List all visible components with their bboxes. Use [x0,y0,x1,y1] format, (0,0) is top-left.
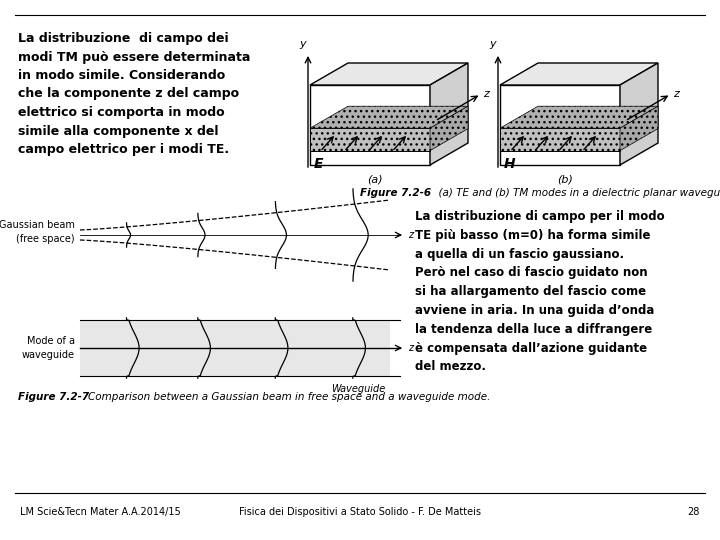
Polygon shape [430,106,468,151]
Polygon shape [500,63,658,85]
Polygon shape [620,63,658,165]
Polygon shape [310,106,468,128]
Text: z: z [483,89,489,99]
Text: Figure 7.2-6: Figure 7.2-6 [360,188,431,198]
Text: Gaussian beam
(free space): Gaussian beam (free space) [0,220,75,244]
Text: z: z [408,343,413,353]
Polygon shape [310,85,430,165]
Text: Comparison between a Gaussian beam in free space and a waveguide mode.: Comparison between a Gaussian beam in fr… [88,392,490,402]
Bar [80,320,390,376]
Text: y: y [490,39,496,49]
Text: E: E [314,157,323,171]
Text: La distribuzione  di campo dei
modi TM può essere determinata
in modo simile. Co: La distribuzione di campo dei modi TM pu… [18,32,251,156]
Text: (a): (a) [367,175,383,185]
Polygon shape [620,106,658,151]
Text: Fisica dei Dispositivi a Stato Solido - F. De Matteis: Fisica dei Dispositivi a Stato Solido - … [239,507,481,517]
Text: y: y [300,39,306,49]
Text: Figure 7.2-7: Figure 7.2-7 [18,392,89,402]
Polygon shape [430,63,468,165]
Text: 28: 28 [688,507,700,517]
Text: z: z [673,89,679,99]
Polygon shape [310,63,468,85]
Text: H: H [504,157,516,171]
Text: (a) TE and (b) TM modes in a dielectric planar waveguide.: (a) TE and (b) TM modes in a dielectric … [432,188,720,198]
Text: Mode of a
waveguide: Mode of a waveguide [22,336,75,360]
Polygon shape [500,85,620,165]
Text: LM Scie&Tecn Mater A.A.2014/15: LM Scie&Tecn Mater A.A.2014/15 [20,507,181,517]
Text: Waveguide: Waveguide [330,384,385,394]
Polygon shape [310,128,430,151]
Text: La distribuzione di campo per il modo
TE più basso (m=0) ha forma simile
a quell: La distribuzione di campo per il modo TE… [415,210,665,373]
Polygon shape [500,106,658,128]
Text: z: z [408,230,413,240]
Polygon shape [500,128,620,151]
Text: (b): (b) [557,175,573,185]
